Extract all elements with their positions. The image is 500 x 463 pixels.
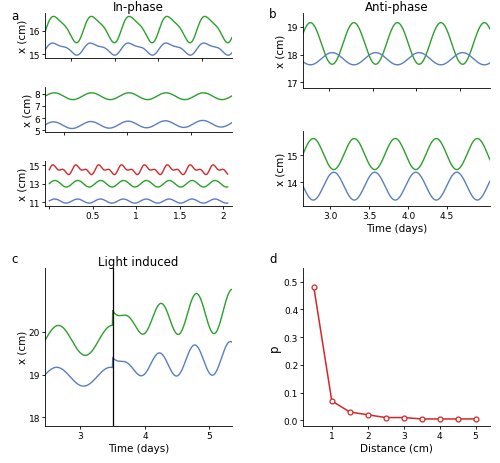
- X-axis label: Time (days): Time (days): [108, 443, 169, 452]
- Text: b: b: [270, 8, 277, 21]
- Y-axis label: x (cm): x (cm): [276, 35, 285, 68]
- Y-axis label: x (cm): x (cm): [17, 331, 27, 363]
- Y-axis label: x (cm): x (cm): [276, 153, 285, 186]
- Text: d: d: [270, 252, 277, 265]
- X-axis label: Time (days): Time (days): [366, 223, 427, 233]
- Title: In-phase: In-phase: [113, 1, 164, 14]
- Text: c: c: [12, 252, 18, 265]
- Title: Anti-phase: Anti-phase: [364, 1, 428, 14]
- Y-axis label: x (cm): x (cm): [23, 94, 33, 127]
- Text: a: a: [12, 10, 18, 23]
- Title: Light induced: Light induced: [98, 255, 178, 268]
- Y-axis label: p: p: [268, 343, 281, 351]
- X-axis label: Distance (cm): Distance (cm): [360, 443, 433, 452]
- Y-axis label: x (cm): x (cm): [17, 168, 27, 201]
- Y-axis label: x (cm): x (cm): [17, 20, 27, 53]
